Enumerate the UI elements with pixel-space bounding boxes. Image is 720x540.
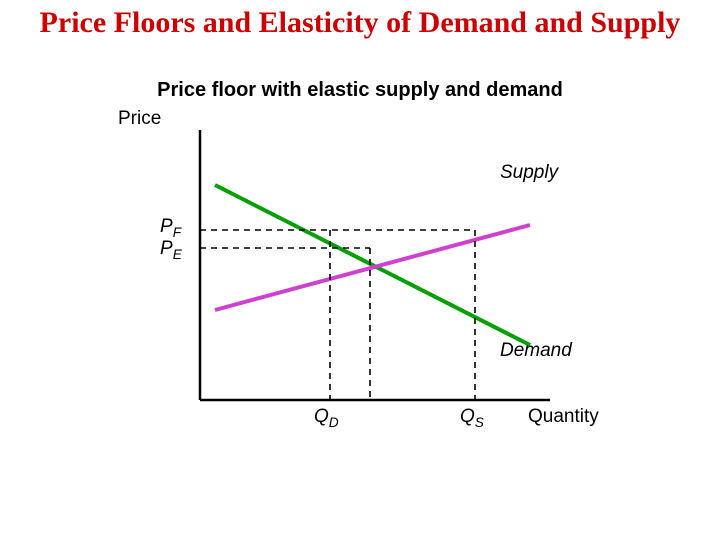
demand-label: Demand: [500, 340, 572, 362]
chart-subtitle: Price floor with elastic supply and dema…: [0, 79, 720, 102]
qs-label: QS: [460, 406, 484, 430]
axis-label-quantity: Quantity: [528, 406, 599, 428]
demand-line: [215, 225, 530, 310]
pe-label: PE: [160, 238, 182, 262]
qd-label: QD: [314, 406, 339, 430]
axis-label-price: Price: [118, 108, 161, 130]
supply-label: Supply: [500, 162, 558, 184]
chart-container: Price Quantity Supply Demand PF PE QD QS: [130, 110, 590, 440]
page-title: Price Floors and Elasticity of Demand an…: [0, 0, 720, 41]
supply-line: [215, 185, 530, 345]
pf-label: PF: [160, 216, 181, 240]
chart-svg: [130, 110, 590, 440]
